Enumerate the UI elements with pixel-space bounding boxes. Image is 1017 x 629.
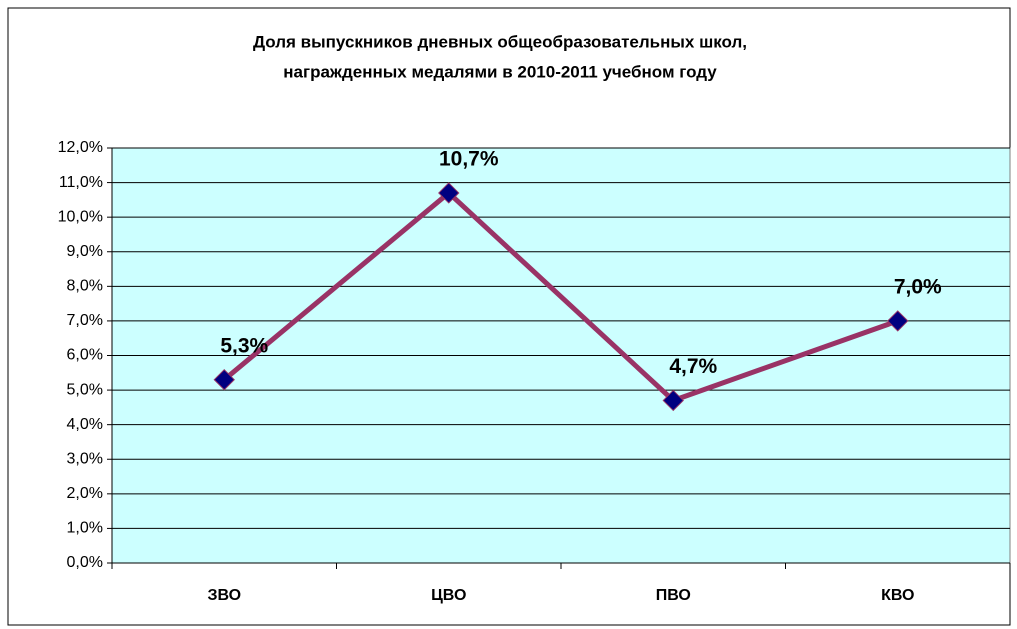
y-tick-label: 12,0% [58,139,103,156]
chart-title: Доля выпускников дневных общеобразовател… [253,32,747,51]
y-tick-label: 6,0% [67,347,103,364]
y-tick-label: 5,0% [67,381,103,398]
data-label: 10,7% [439,148,499,171]
data-marker [213,369,235,391]
data-label: 4,7% [669,355,717,378]
y-tick-label: 11,0% [59,174,103,191]
y-tick-label: 7,0% [67,312,103,329]
data-line [222,190,899,403]
data-marker [662,389,684,412]
y-tick-label: 2,0% [67,485,103,502]
y-tick-label: 9,0% [67,243,103,260]
x-tick-label: ЦВО [431,587,466,604]
y-tick-label: 8,0% [67,278,103,295]
data-label: 7,0% [894,275,942,298]
y-tick-label: 0,0% [67,554,103,571]
data-marker [887,310,909,332]
x-tick-label: КВО [881,587,914,604]
x-tick-label: ЗВО [207,587,241,604]
data-label: 5,3% [220,334,268,357]
data-marker [438,182,460,204]
y-tick-label: 1,0% [67,520,103,537]
x-tick-label: ПВО [656,587,691,604]
y-tick-label: 10,0% [58,208,103,225]
y-tick-label: 3,0% [67,450,103,467]
y-tick-label: 4,0% [67,416,103,433]
chart-title: награжденных медалями в 2010-2011 учебно… [283,62,717,81]
